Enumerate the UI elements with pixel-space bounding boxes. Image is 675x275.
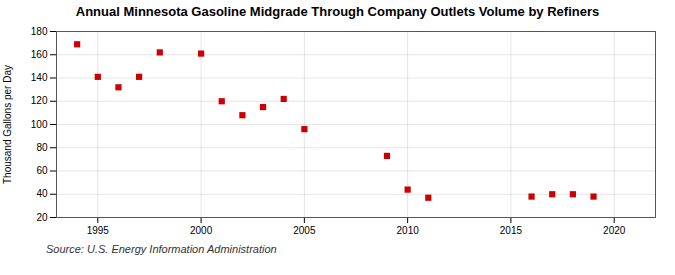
svg-text:2015: 2015 <box>500 225 523 236</box>
svg-text:60: 60 <box>36 165 48 176</box>
svg-text:120: 120 <box>31 95 48 106</box>
svg-text:40: 40 <box>36 188 48 199</box>
svg-text:2010: 2010 <box>397 225 420 236</box>
svg-text:140: 140 <box>31 72 48 83</box>
svg-text:80: 80 <box>36 142 48 153</box>
svg-text:2020: 2020 <box>603 225 626 236</box>
svg-text:160: 160 <box>31 49 48 60</box>
svg-text:180: 180 <box>31 26 48 37</box>
html-text:Annual Minnesota Gasoline Midg: Annual Minnesota Gasoline Midgrade Throu… <box>75 4 600 19</box>
svg-text:Thousand Gallons per Day: Thousand Gallons per Day <box>2 65 13 184</box>
html-text:Source: U.S. Energy Informatio: Source: U.S. Energy Information Administ… <box>46 243 277 255</box>
svg-text:20: 20 <box>36 212 48 223</box>
svg-text:2000: 2000 <box>190 225 213 236</box>
svg-text:100: 100 <box>31 119 48 130</box>
svg-text:1995: 1995 <box>87 225 110 236</box>
svg-text:2005: 2005 <box>293 225 316 236</box>
